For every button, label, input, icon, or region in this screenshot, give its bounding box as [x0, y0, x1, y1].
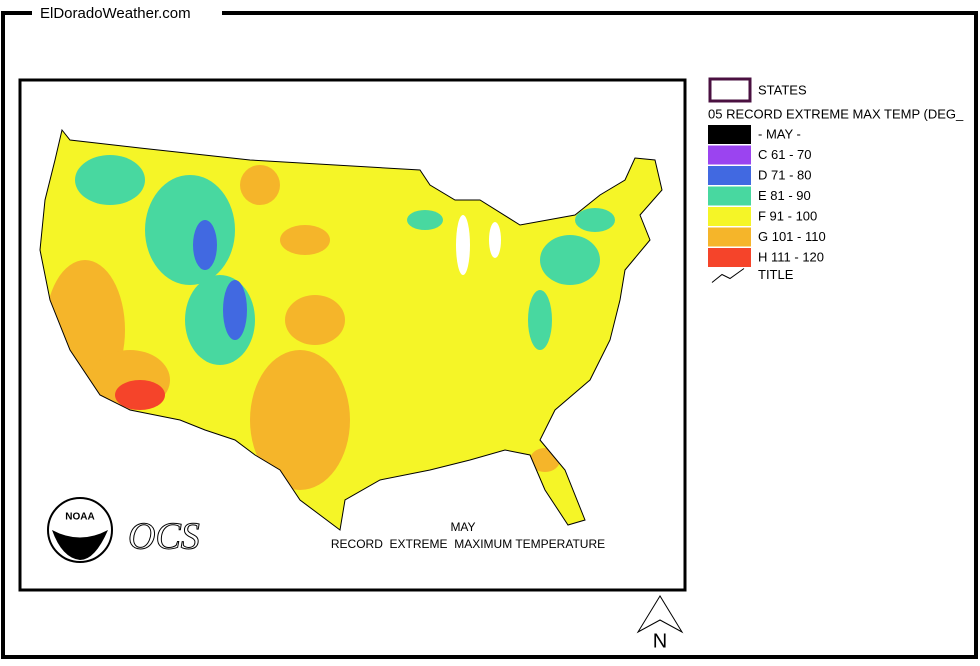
site-title: ElDoradoWeather.com: [40, 5, 191, 22]
boundary-label: STATES: [758, 82, 807, 97]
legend: STATES 05 RECORD EXTREME MAX TEMP (DEG_ …: [708, 77, 964, 283]
noaa-logo: NOAA: [47, 497, 113, 563]
legend-swatch: [708, 125, 751, 144]
map-month: MAY: [450, 520, 475, 534]
layer-label: 05 RECORD EXTREME MAX TEMP (DEG_: [708, 106, 964, 121]
legend-label: - MAY -: [758, 126, 801, 141]
legend-swatch: [708, 248, 751, 267]
legend-swatch: [708, 207, 751, 226]
legend-swatch: [708, 186, 751, 206]
logo-text: NOAA: [65, 512, 94, 523]
title-bg: [32, 4, 222, 24]
legend-label: E 81 - 90: [758, 188, 811, 203]
legend-swatch: [708, 227, 751, 247]
legend-label: G 101 - 110: [758, 229, 826, 244]
frame: [1, 11, 978, 659]
map-caption: RECORD EXTREME MAXIMUM TEMPERATURE: [331, 537, 605, 551]
line-symbol: [711, 268, 745, 283]
legend-swatch: [708, 145, 751, 165]
boundary-swatch: [708, 77, 752, 103]
legend-label: F 91 - 100: [758, 208, 817, 223]
legend-label: D 71 - 80: [758, 167, 811, 182]
legend-label: H 111 - 120: [758, 249, 824, 264]
legend-swatch: [708, 166, 751, 185]
line-label: TITLE: [758, 267, 794, 282]
credit: OCS: [128, 516, 200, 558]
north-arrow: N: [636, 595, 684, 652]
legend-label: C 61 - 70: [758, 147, 811, 162]
north-label: N: [653, 630, 667, 652]
